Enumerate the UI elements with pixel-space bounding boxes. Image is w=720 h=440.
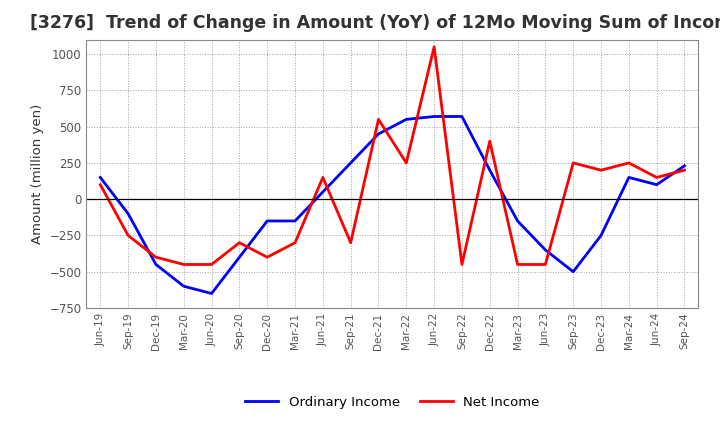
Ordinary Income bbox=[430, 114, 438, 119]
Ordinary Income bbox=[346, 160, 355, 165]
Net Income bbox=[402, 160, 410, 165]
Title: [3276]  Trend of Change in Amount (YoY) of 12Mo Moving Sum of Incomes: [3276] Trend of Change in Amount (YoY) o… bbox=[30, 15, 720, 33]
Legend: Ordinary Income, Net Income: Ordinary Income, Net Income bbox=[240, 391, 545, 414]
Ordinary Income bbox=[374, 131, 383, 136]
Net Income bbox=[235, 240, 243, 246]
Line: Ordinary Income: Ordinary Income bbox=[100, 117, 685, 293]
Line: Net Income: Net Income bbox=[100, 47, 685, 264]
Ordinary Income bbox=[652, 182, 661, 187]
Net Income bbox=[541, 262, 550, 267]
Net Income bbox=[374, 117, 383, 122]
Ordinary Income bbox=[485, 168, 494, 173]
Net Income bbox=[152, 255, 161, 260]
Net Income bbox=[458, 262, 467, 267]
Ordinary Income bbox=[263, 218, 271, 224]
Net Income bbox=[430, 44, 438, 49]
Ordinary Income bbox=[513, 218, 522, 224]
Ordinary Income bbox=[235, 255, 243, 260]
Ordinary Income bbox=[291, 218, 300, 224]
Ordinary Income bbox=[680, 163, 689, 169]
Ordinary Income bbox=[124, 211, 132, 216]
Net Income bbox=[485, 139, 494, 144]
Ordinary Income bbox=[541, 247, 550, 253]
Net Income bbox=[513, 262, 522, 267]
Ordinary Income bbox=[569, 269, 577, 275]
Ordinary Income bbox=[402, 117, 410, 122]
Ordinary Income bbox=[207, 291, 216, 296]
Net Income bbox=[263, 255, 271, 260]
Ordinary Income bbox=[179, 284, 188, 289]
Net Income bbox=[569, 160, 577, 165]
Net Income bbox=[179, 262, 188, 267]
Net Income bbox=[291, 240, 300, 246]
Net Income bbox=[124, 233, 132, 238]
Net Income bbox=[624, 160, 633, 165]
Net Income bbox=[680, 168, 689, 173]
Ordinary Income bbox=[152, 262, 161, 267]
Net Income bbox=[207, 262, 216, 267]
Net Income bbox=[96, 182, 104, 187]
Net Income bbox=[597, 168, 606, 173]
Net Income bbox=[652, 175, 661, 180]
Ordinary Income bbox=[318, 189, 327, 194]
Net Income bbox=[318, 175, 327, 180]
Ordinary Income bbox=[96, 175, 104, 180]
Net Income bbox=[346, 240, 355, 246]
Y-axis label: Amount (million yen): Amount (million yen) bbox=[31, 104, 44, 244]
Ordinary Income bbox=[458, 114, 467, 119]
Ordinary Income bbox=[597, 233, 606, 238]
Ordinary Income bbox=[624, 175, 633, 180]
